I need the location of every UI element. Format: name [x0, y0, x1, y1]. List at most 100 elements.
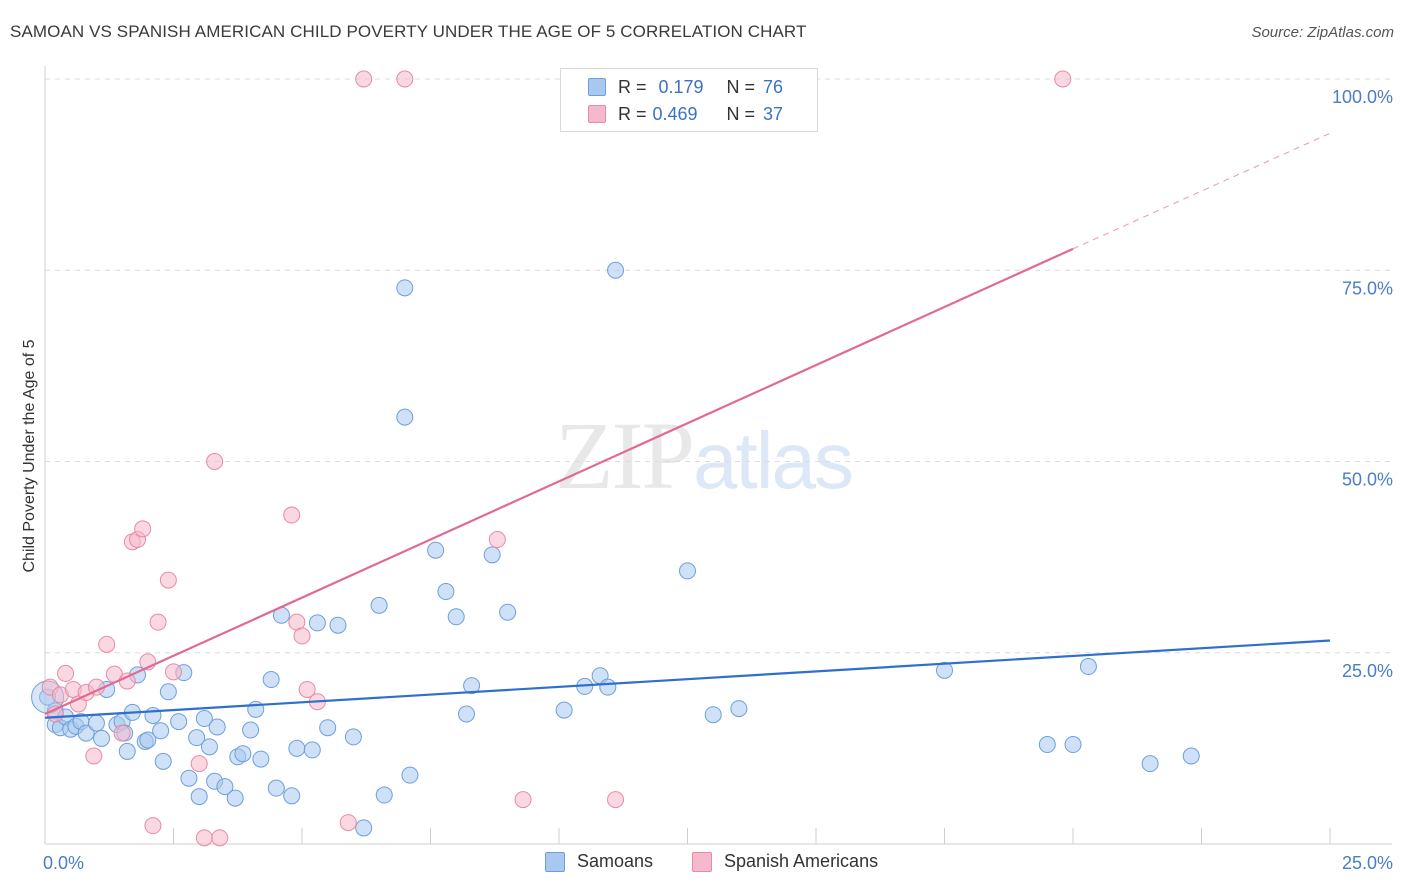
- trendline-samoans: [44, 639, 1331, 719]
- legend-n-label: N =: [726, 76, 756, 97]
- point-samoans: [1141, 755, 1159, 773]
- point-samoans: [154, 752, 172, 770]
- watermark-zip: ZIP: [555, 402, 695, 509]
- legend-r-label: R =: [618, 76, 647, 97]
- y-tick-label: 100.0%: [1332, 87, 1393, 107]
- point-samoans: [463, 677, 481, 695]
- point-samoans: [936, 661, 953, 679]
- point-samoans: [283, 787, 301, 805]
- point-samoans: [139, 731, 157, 749]
- point-spanish-americans: [118, 672, 136, 690]
- point-samoans: [200, 738, 218, 756]
- source-label: Source: ZipAtlas.com: [1251, 24, 1394, 41]
- y-axis-label: Child Poverty Under the Age of 5: [21, 339, 38, 572]
- legend-swatch-samoans: [545, 851, 565, 872]
- point-samoans: [226, 789, 244, 807]
- legend-r-label: R =: [618, 103, 647, 124]
- point-samoans: [437, 583, 455, 601]
- point-samoans: [447, 608, 465, 626]
- watermark-atlas: atlas: [693, 416, 854, 505]
- point-spanish-americans: [488, 531, 506, 549]
- legend-swatch-samoans: [588, 78, 606, 96]
- watermark: ZIPatlas: [555, 400, 854, 511]
- y-tick-label: 50.0%: [1342, 470, 1393, 490]
- point-samoans: [1064, 736, 1082, 754]
- point-spanish-americans: [293, 627, 311, 645]
- trendline-spanish-americans: [44, 247, 1074, 715]
- point-samoans: [679, 562, 696, 580]
- legend-label-spanish-americans: Spanish Americans: [724, 851, 879, 871]
- tick-labels: 100.0% 75.0% 50.0% 25.0% 0.0% 25.0%: [43, 87, 1393, 873]
- point-samoans: [242, 721, 260, 739]
- gridlines: [45, 78, 1392, 654]
- point-spanish-americans: [149, 613, 167, 631]
- point-samoans: [152, 722, 170, 740]
- point-spanish-americans: [206, 453, 224, 470]
- point-samoans: [483, 546, 501, 564]
- point-samoans: [704, 706, 722, 724]
- point-spanish-americans: [1054, 70, 1072, 88]
- point-samoans: [319, 719, 337, 737]
- point-samoans: [555, 701, 573, 719]
- axes: [44, 66, 1392, 845]
- point-samoans: [252, 750, 270, 768]
- point-samoans: [599, 678, 617, 696]
- point-samoans: [355, 819, 373, 837]
- legend-r-value: 0.179: [658, 76, 704, 97]
- correlation-legend: R = 0.179 N = 76 R = 0.469 N = 37: [560, 68, 818, 132]
- point-samoans: [234, 745, 252, 763]
- point-spanish-americans: [211, 829, 229, 847]
- point-spanish-americans: [98, 635, 116, 653]
- point-spanish-americans: [113, 724, 131, 742]
- point-samoans: [329, 616, 347, 634]
- legend-n-value: 37: [763, 103, 784, 124]
- legend-item-samoans[interactable]: Samoans: [545, 851, 653, 872]
- point-samoans: [457, 705, 475, 723]
- point-spanish-americans: [144, 817, 162, 835]
- legend-r-value: 0.469: [652, 103, 698, 124]
- point-samoans: [159, 683, 177, 701]
- point-samoans: [216, 778, 234, 796]
- legend-item-spanish-americans[interactable]: Spanish Americans: [692, 851, 878, 872]
- x-tick-label: 25.0%: [1342, 853, 1393, 873]
- point-samoans: [195, 710, 213, 728]
- y-tick-label: 75.0%: [1342, 278, 1393, 298]
- legend-label-samoans: Samoans: [577, 851, 654, 871]
- legend-row-samoans: R = 0.179 N = 76: [561, 74, 783, 100]
- trendlines: [44, 132, 1331, 719]
- point-samoans: [87, 714, 105, 732]
- point-spanish-americans: [190, 755, 208, 773]
- series-samoans: [31, 261, 1200, 837]
- point-samoans: [607, 261, 625, 279]
- point-samoans: [427, 541, 445, 559]
- point-samoans: [93, 729, 111, 747]
- point-spanish-americans: [134, 520, 152, 538]
- legend-row-spanish-americans: R = 0.469 N = 37: [561, 101, 783, 127]
- point-samoans: [303, 741, 321, 759]
- point-samoans: [180, 769, 198, 787]
- legend-swatch-spanish-americans: [692, 851, 712, 872]
- point-samoans: [344, 728, 362, 746]
- x-tick-label: 0.0%: [43, 853, 84, 873]
- point-samoans: [499, 603, 517, 621]
- point-samoans: [730, 700, 748, 718]
- point-spanish-americans: [283, 506, 301, 524]
- point-samoans: [396, 408, 414, 426]
- series-spanish-americans: [41, 70, 1072, 847]
- point-samoans: [267, 779, 285, 797]
- point-samoans: [188, 729, 206, 747]
- point-samoans: [308, 614, 326, 632]
- trendline-spanish-americans-extension: [1072, 132, 1331, 250]
- y-tick-label: 25.0%: [1342, 661, 1393, 681]
- point-samoans: [1079, 658, 1097, 676]
- point-samoans: [77, 724, 95, 742]
- point-spanish-americans: [339, 814, 357, 832]
- legend-n-label: N =: [726, 103, 756, 124]
- point-spanish-americans: [607, 791, 625, 809]
- legend-n-value: 76: [763, 76, 784, 97]
- legend-swatch-spanish-americans: [588, 105, 606, 123]
- point-samoans: [370, 596, 388, 614]
- point-spanish-americans: [165, 663, 182, 681]
- series-legend: Samoans Spanish Americans: [0, 851, 1406, 877]
